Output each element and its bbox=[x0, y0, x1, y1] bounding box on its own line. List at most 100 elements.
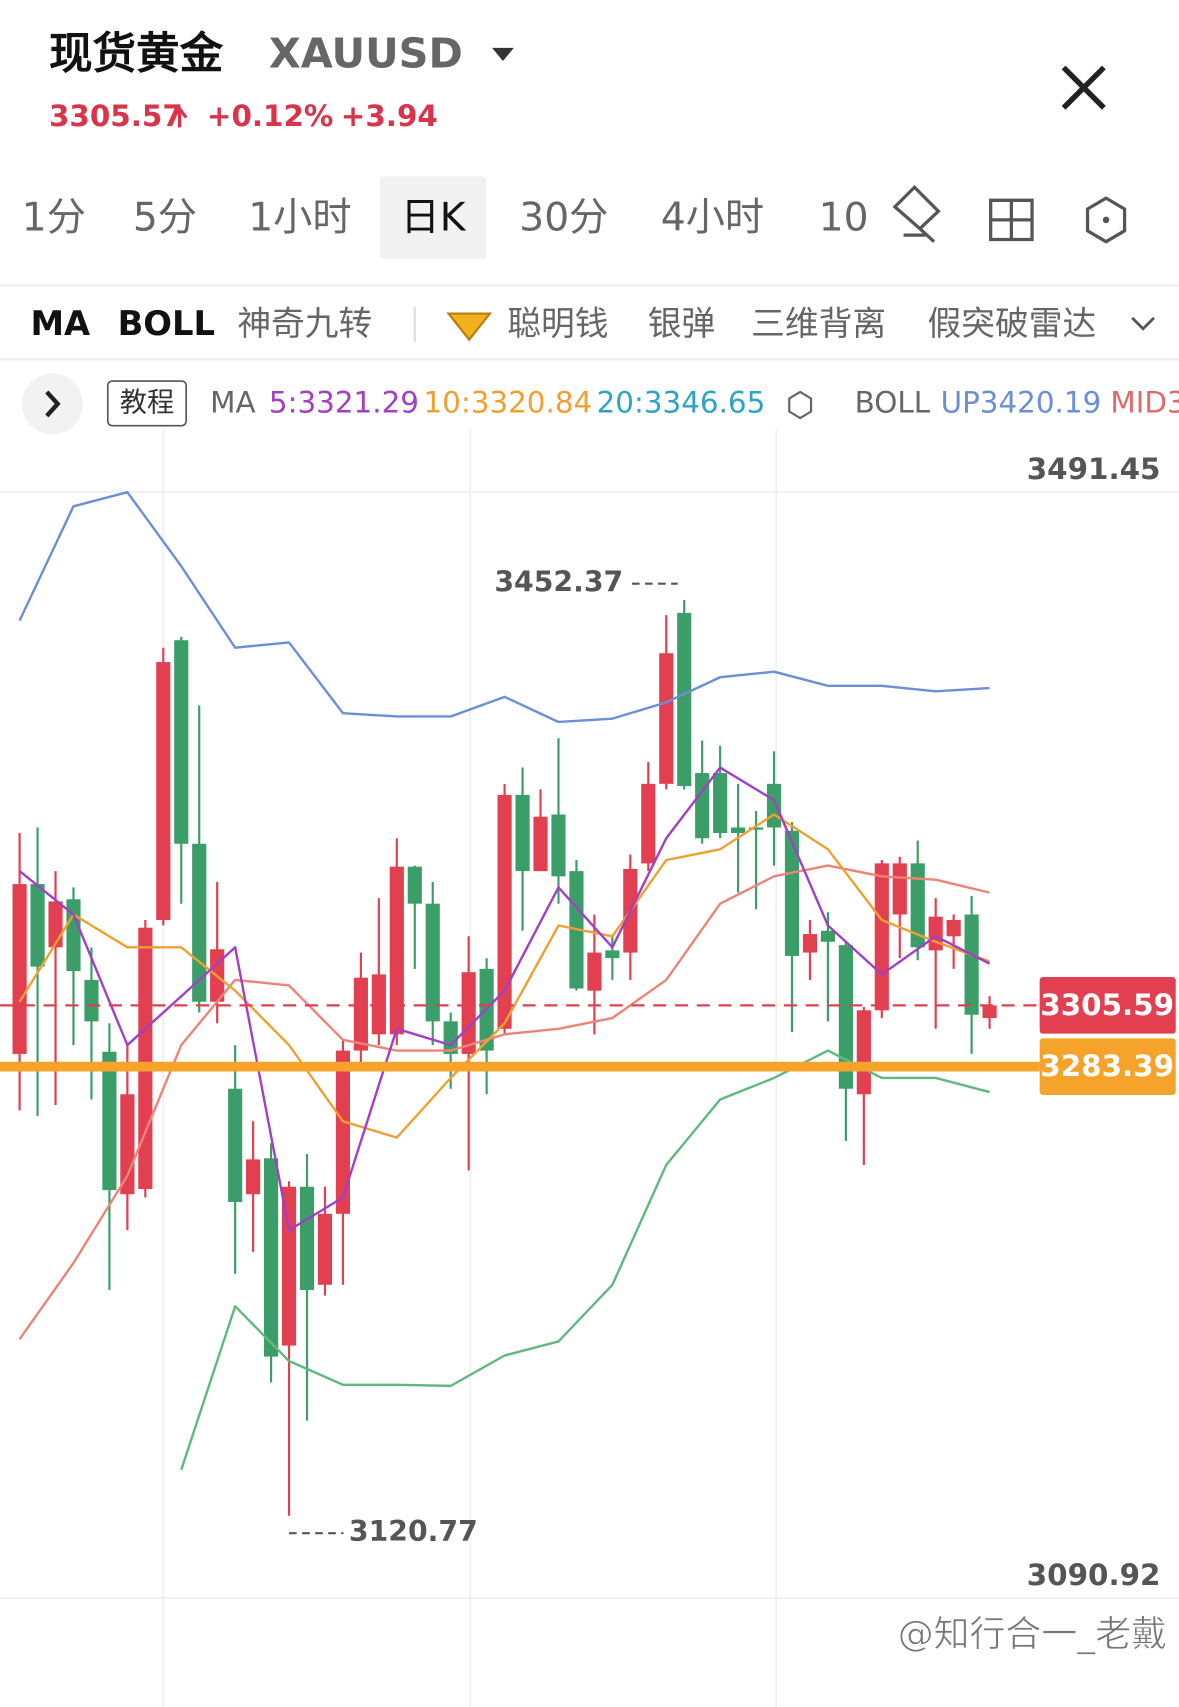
candle-body bbox=[641, 783, 656, 864]
candle-body bbox=[407, 866, 422, 904]
candle-body bbox=[156, 662, 171, 920]
candle-body bbox=[174, 640, 189, 844]
candle-body bbox=[587, 952, 602, 991]
change: +3.94 bbox=[341, 99, 438, 133]
ma-value: 20:3346.65 bbox=[597, 385, 766, 419]
candle-body bbox=[964, 914, 979, 1015]
expand-icon[interactable] bbox=[1131, 316, 1155, 331]
ma-label: MA bbox=[210, 385, 255, 419]
tab[interactable]: 4小时 bbox=[661, 195, 764, 240]
candle-body bbox=[281, 1186, 297, 1346]
candle-body bbox=[838, 945, 853, 1089]
settings-dot bbox=[1102, 216, 1110, 224]
candle-body bbox=[353, 977, 368, 1051]
settings-icon[interactable] bbox=[788, 390, 813, 420]
draw-icon[interactable] bbox=[892, 184, 941, 243]
chart bbox=[0, 430, 1179, 1707]
price-tag bbox=[1039, 1038, 1176, 1095]
indicator[interactable]: 神奇九转 bbox=[237, 304, 372, 343]
candle-body bbox=[659, 653, 674, 784]
candle-body bbox=[784, 830, 800, 956]
indicator-line bbox=[18, 766, 991, 1232]
candle-body bbox=[731, 827, 746, 833]
close-button[interactable] bbox=[1061, 65, 1106, 110]
y-tick-label: 3090.92 bbox=[1027, 1558, 1161, 1592]
candle-body bbox=[910, 863, 925, 948]
tutorial[interactable]: 教程 bbox=[120, 387, 174, 418]
dropdown-icon[interactable] bbox=[492, 47, 514, 61]
candle-body bbox=[102, 1051, 117, 1191]
candle-body bbox=[766, 783, 782, 828]
watermark: @知行合一_老戴 bbox=[898, 1614, 1167, 1655]
candle-body bbox=[946, 919, 961, 937]
tab[interactable]: 1小时 bbox=[248, 195, 351, 240]
price-tag-label: 3283.39 bbox=[1040, 1049, 1174, 1083]
candle-body bbox=[48, 901, 63, 948]
title: 现货黄金 bbox=[49, 30, 224, 80]
indicator-line bbox=[18, 491, 990, 724]
candle-body bbox=[299, 1186, 315, 1291]
change-pct: +0.12% bbox=[207, 99, 334, 133]
tab[interactable]: 1分 bbox=[22, 195, 86, 240]
candle-body bbox=[138, 927, 153, 1189]
candle-body bbox=[551, 814, 566, 877]
candle-body bbox=[120, 1094, 135, 1195]
indicator[interactable]: 聪明钱 bbox=[507, 304, 608, 343]
indicator-line bbox=[18, 864, 990, 1340]
candle-body bbox=[12, 884, 27, 1054]
candle-body bbox=[695, 773, 710, 839]
candle-body bbox=[802, 934, 818, 953]
candle-body bbox=[192, 843, 207, 1002]
settings-icon[interactable] bbox=[1085, 196, 1127, 244]
tab[interactable]: 5分 bbox=[133, 195, 197, 240]
chevron bbox=[45, 390, 61, 418]
candle-body bbox=[533, 816, 548, 872]
price-tag-label: 3305.59 bbox=[1040, 988, 1174, 1022]
candle-body bbox=[820, 930, 835, 942]
ma-value: 5:3321.29 bbox=[269, 385, 419, 419]
indicator[interactable]: BOLL bbox=[118, 304, 215, 343]
tab[interactable]: 10 bbox=[819, 195, 869, 240]
candle-body bbox=[677, 612, 692, 787]
candle-body bbox=[425, 903, 440, 1022]
collapse-button[interactable] bbox=[21, 373, 83, 435]
price-tag bbox=[1039, 977, 1176, 1034]
indicator[interactable]: 假突破雷达 bbox=[928, 304, 1097, 343]
candle-body bbox=[84, 979, 99, 1022]
symbol[interactable]: XAUUSD bbox=[269, 30, 463, 78]
candle-body bbox=[748, 827, 764, 830]
tutorial-box[interactable] bbox=[106, 380, 187, 427]
candle-body bbox=[443, 1021, 458, 1054]
indicator[interactable]: 三维背离 bbox=[751, 304, 886, 343]
candle-body bbox=[389, 866, 404, 1035]
candle-body bbox=[515, 794, 530, 872]
diamond-icon bbox=[446, 312, 493, 342]
up-arrow bbox=[171, 106, 188, 128]
candle-body bbox=[30, 884, 45, 967]
price: 3305.57 bbox=[49, 99, 183, 133]
candle-body bbox=[461, 972, 476, 1054]
candle-body bbox=[263, 1158, 279, 1357]
ma-value: 10:3320.84 bbox=[423, 385, 592, 419]
tab[interactable]: 30分 bbox=[519, 195, 608, 240]
candle-body bbox=[982, 1005, 997, 1019]
candle-body bbox=[874, 863, 889, 1011]
indicator[interactable]: MA bbox=[30, 304, 90, 343]
boll-value: MID3 bbox=[1110, 385, 1179, 419]
candle-body bbox=[228, 1088, 243, 1202]
active-tab-bg bbox=[379, 176, 487, 260]
layout-icon[interactable] bbox=[989, 198, 1034, 242]
low-label: 3120.77 bbox=[349, 1515, 478, 1548]
tab[interactable]: 日K bbox=[401, 195, 467, 240]
high-label: 3452.37 bbox=[494, 566, 623, 599]
boll-label: BOLL bbox=[855, 385, 931, 419]
indicator-line bbox=[18, 813, 990, 1139]
indicator[interactable]: 银弹 bbox=[648, 304, 715, 343]
boll-value: UP3420.19 bbox=[941, 385, 1102, 419]
candle-body bbox=[335, 1050, 350, 1214]
candle-body bbox=[605, 950, 620, 959]
candle-body bbox=[497, 794, 512, 1029]
candle-body bbox=[856, 1010, 871, 1095]
